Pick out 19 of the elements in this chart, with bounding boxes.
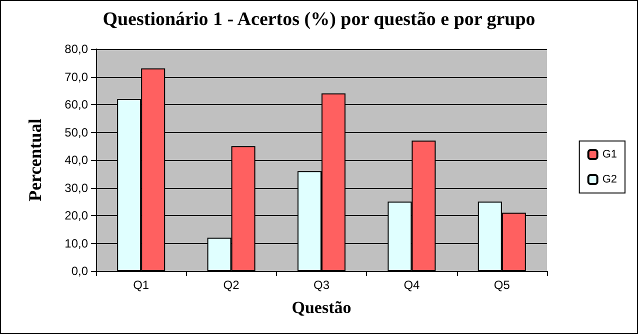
y-tick-label: 10,0	[64, 236, 88, 250]
y-tick-label: 40,0	[64, 153, 88, 167]
y-axis-title: Percentual	[25, 118, 45, 202]
y-tick-label: 60,0	[64, 98, 88, 112]
y-tick-label: 0,0	[71, 264, 88, 278]
legend-label: G2	[602, 174, 618, 186]
chart-title: Questionário 1 - Acertos (%) por questão e por grupo	[102, 9, 536, 30]
legend-label: G1	[602, 148, 618, 160]
y-tick-label: 50,0	[64, 125, 88, 140]
x-tick-label: Q4	[404, 278, 420, 292]
x-axis-title: Questão	[292, 298, 352, 317]
x-tick-label: Q3	[313, 278, 330, 292]
x-tick-label: Q5	[494, 278, 510, 292]
y-tick-label: 30,0	[64, 180, 88, 195]
y-tick-label: 20,0	[64, 208, 88, 222]
x-tick-label: Q2	[223, 278, 240, 292]
y-tick-label: 70,0	[64, 70, 88, 84]
x-tick-label: Q1	[133, 278, 150, 292]
y-tick-label: 80,0	[64, 42, 88, 56]
